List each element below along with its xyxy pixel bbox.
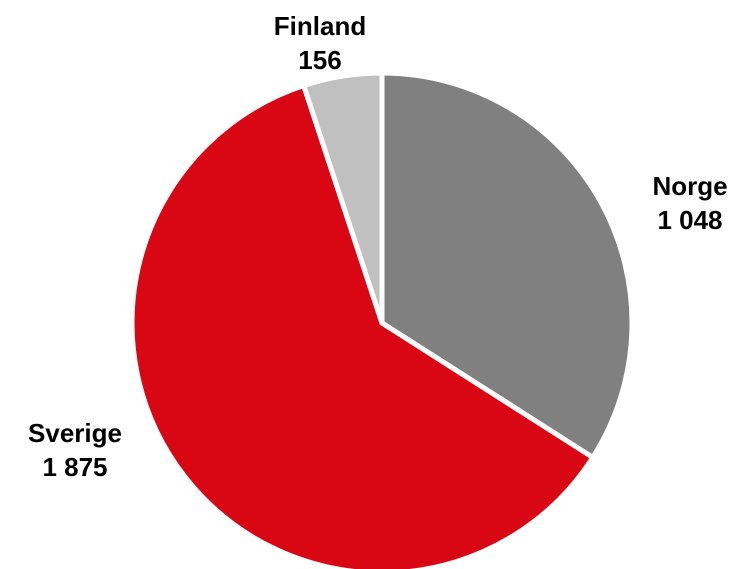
slice-label: Norge bbox=[652, 171, 727, 201]
slice-value-label: 1 048 bbox=[657, 205, 722, 235]
slice-label: Finland bbox=[274, 11, 366, 41]
pie-slice bbox=[301, 70, 385, 326]
slice-value-label: 156 bbox=[298, 45, 341, 75]
pie-slice bbox=[129, 83, 596, 569]
slice-label: Sverige bbox=[28, 418, 122, 448]
slice-value-label: 1 875 bbox=[42, 452, 107, 482]
